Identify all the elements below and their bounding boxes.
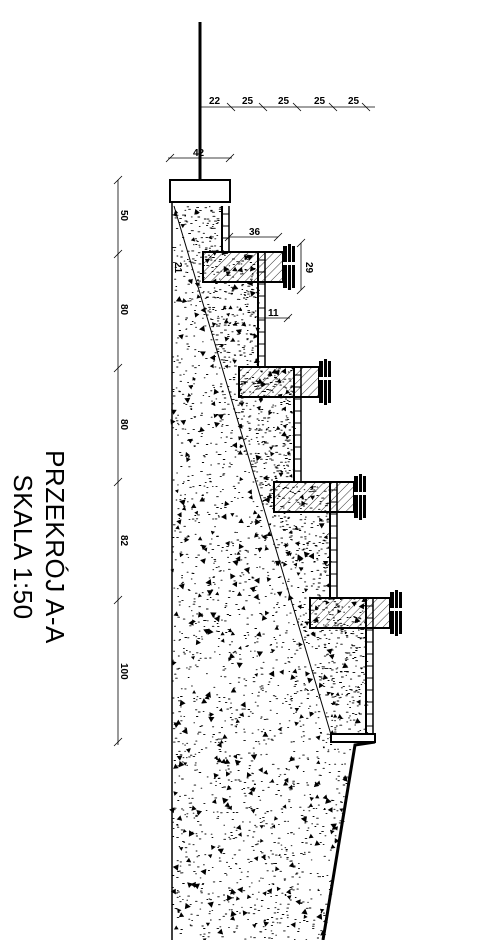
top-dimension-line (199, 102, 375, 112)
left-dimension-chain (113, 175, 123, 747)
left-dimension-2: 80 (118, 304, 129, 316)
concrete-fill (173, 206, 369, 738)
top-dimension-4: 25 (314, 96, 326, 107)
step-block (309, 590, 402, 636)
soil-fill (169, 212, 352, 940)
step-block (273, 474, 366, 520)
section-title-block: PRZEKRÓJ A-A SKALA 1:50 (2, 432, 76, 662)
step-height-label: 29 (303, 262, 314, 274)
wall-thickness-label: 11 (268, 308, 279, 319)
cap-width-dimension (165, 153, 235, 163)
step-block (238, 359, 331, 405)
step-blocks (202, 244, 402, 636)
top-dimension-3: 25 (278, 96, 290, 107)
bottom-cap (330, 733, 376, 743)
slope-label: 21 (172, 262, 183, 274)
left-dimension-4: 82 (118, 535, 129, 547)
top-dimension-2: 25 (242, 96, 254, 107)
section-scale: SKALA 1:50 (8, 474, 38, 620)
wall-tick-marks (222, 213, 373, 727)
left-dimension-1: 50 (118, 210, 129, 222)
cap-width-label: 42 (193, 148, 205, 159)
step-width-label: 36 (249, 227, 261, 238)
left-dimension-3: 80 (118, 419, 129, 431)
step-width-dimension (224, 232, 283, 242)
top-dimension-1: 22 (209, 96, 221, 107)
step-height-dimension (296, 238, 306, 295)
section-title: PRZEKRÓJ A-A (40, 450, 70, 644)
top-cap (169, 179, 231, 203)
top-dimension-5: 25 (348, 96, 360, 107)
wall-thickness-dimension (258, 313, 293, 323)
left-dimension-5: 100 (118, 663, 129, 680)
step-block (202, 244, 295, 290)
